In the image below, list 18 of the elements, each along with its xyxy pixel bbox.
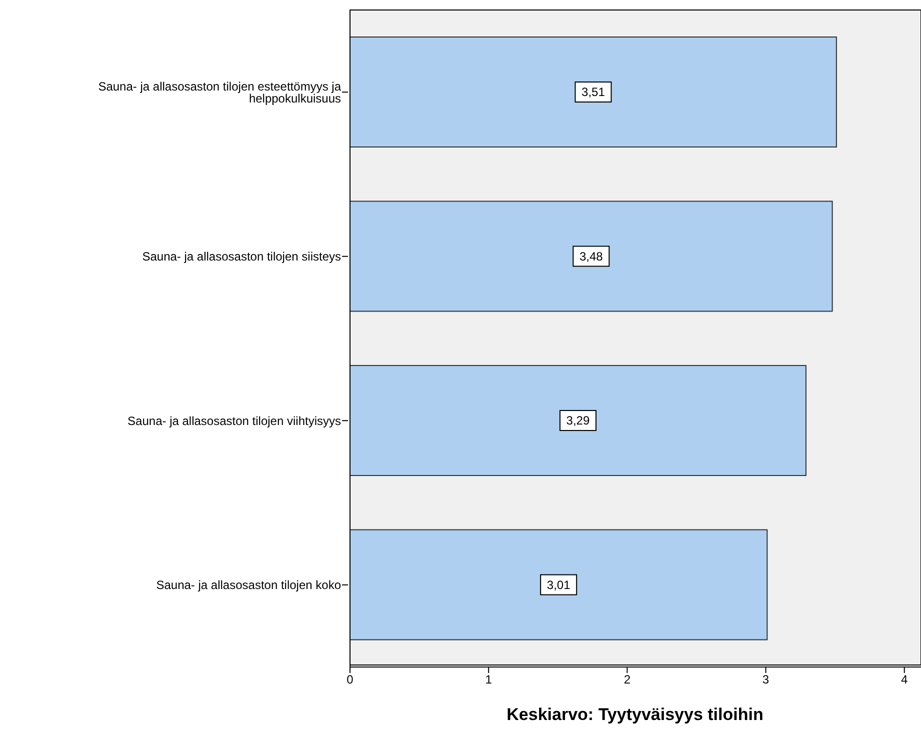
- data-label: 3,48: [579, 249, 604, 264]
- x-tick-label: 3: [762, 672, 770, 687]
- x-tick-label: 1: [485, 672, 492, 687]
- data-label: 3,01: [546, 578, 571, 592]
- data-label: 3,51: [582, 85, 606, 99]
- x-tick-label: 0: [346, 672, 354, 687]
- y-tick-label: Sauna- ja allasosaston tilojen esteettömyys ja helppokulkuisuus: [98, 79, 342, 106]
- y-tick-label: Sauna- ja allasosaston tilojen viihtyisyys: [128, 414, 341, 428]
- bar: [350, 36, 837, 148]
- x-tick-label: 4: [901, 672, 908, 687]
- data-label: 3,29: [566, 414, 590, 428]
- x-tick-label: 2: [624, 672, 631, 687]
- bar: [350, 529, 768, 640]
- bar: [350, 200, 833, 312]
- x-axis-title: Keskiarvo: Tyytyväisyys tiloihin: [506, 705, 764, 724]
- bar: [350, 365, 806, 476]
- y-tick-label: Sauna- ja allasosaston tilojen koko: [156, 578, 342, 592]
- y-tick-label: Sauna- ja allasosaston tilojen siisteys: [142, 250, 341, 264]
